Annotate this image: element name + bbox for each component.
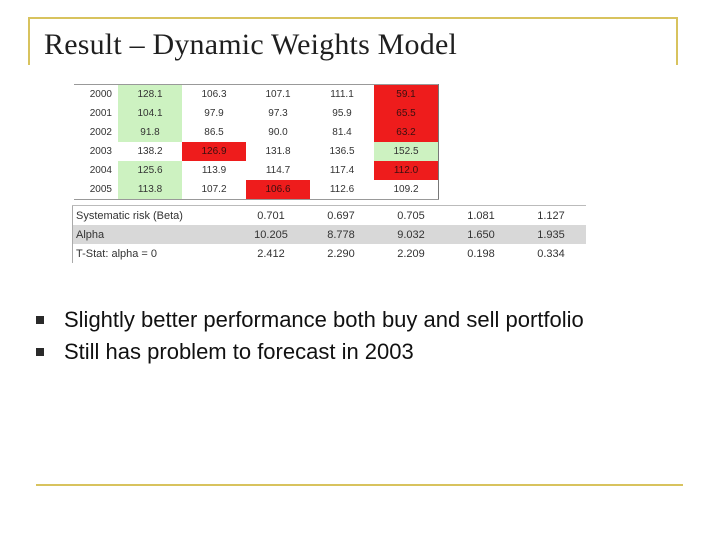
- table-row: 2003 138.2 126.9 131.8 136.5 152.5: [74, 142, 439, 161]
- value-cell: 106.3: [182, 84, 246, 104]
- yearly-returns-table: 2000 128.1 106.3 107.1 111.1 59.1 2001 104.1 97.…: [74, 84, 439, 200]
- stat-label: T-Stat: alpha = 0: [72, 244, 236, 263]
- value-cell: 111.1: [310, 84, 374, 104]
- value-cell: 104.1: [118, 104, 182, 123]
- slide-title: Result – Dynamic Weights Model: [44, 28, 457, 61]
- value-cell: 113.9: [201, 165, 227, 176]
- value-cell: 128.1: [118, 84, 182, 104]
- bullet-text: Slightly better performance both buy and…: [64, 307, 584, 332]
- table-row: 2002 91.8 86.5 90.0 81.4 63.2: [74, 123, 439, 142]
- stats-row: T-Stat: alpha = 0 2.412 2.290 2.209 0.198 0.3…: [72, 244, 587, 263]
- value-cell: 107.2: [182, 180, 246, 200]
- value-cell: 59.1: [374, 84, 439, 104]
- year-cell: 2005: [74, 180, 118, 200]
- stats-row: Alpha 10.205 8.778 9.032 1.650 1.935: [72, 225, 586, 244]
- value-cell: 65.5: [374, 104, 439, 123]
- stat-label: Systematic risk (Beta): [72, 205, 236, 225]
- stat-label: Alpha: [72, 225, 236, 244]
- square-bullet-icon: [36, 316, 44, 324]
- stat-value: 2.412: [257, 247, 285, 260]
- stat-value: 0.705: [376, 205, 446, 225]
- value-cell: 131.8: [265, 146, 291, 157]
- year-cell: 2003: [74, 142, 118, 161]
- stat-value: 8.778: [306, 225, 376, 244]
- stat-value: 0.198: [467, 247, 495, 260]
- value-cell: 97.3: [268, 108, 288, 119]
- value-cell: 136.5: [329, 146, 355, 157]
- stat-value: 0.334: [537, 247, 565, 260]
- stat-value: 1.935: [516, 225, 586, 244]
- stat-value: 0.697: [306, 205, 376, 225]
- value-cell: 112.0: [374, 161, 439, 180]
- value-cell: 63.2: [374, 123, 439, 142]
- value-cell: 125.6: [118, 161, 182, 180]
- value-cell: 126.9: [182, 142, 246, 161]
- value-cell: 106.6: [246, 180, 310, 200]
- value-cell: 97.9: [204, 108, 224, 119]
- value-cell: 81.4: [332, 127, 352, 138]
- bullet-item: Still has problem to forecast in 2003: [36, 338, 636, 365]
- frame-left-line: [28, 17, 30, 65]
- frame-right-line: [676, 17, 678, 65]
- value-cell: 109.2: [374, 180, 439, 200]
- yearly-returns-body: 2000 128.1 106.3 107.1 111.1 59.1 2001 104.1 97.…: [74, 84, 439, 200]
- square-bullet-icon: [36, 348, 44, 356]
- stat-value: 2.209: [397, 247, 425, 260]
- frame-top-line: [28, 17, 678, 19]
- stat-value: 1.650: [446, 225, 516, 244]
- year-cell: 2001: [74, 104, 118, 123]
- bullet-list: Slightly better performance both buy and…: [36, 306, 636, 370]
- value-cell: 90.0: [268, 127, 288, 138]
- stat-value: 10.205: [236, 225, 306, 244]
- table-row: 2000 128.1 106.3 107.1 111.1 59.1: [74, 84, 439, 104]
- value-cell: 107.1: [246, 84, 310, 104]
- stat-value: 2.290: [327, 247, 355, 260]
- stat-value: 1.127: [516, 205, 586, 225]
- value-cell: 112.6: [310, 180, 374, 200]
- value-cell: 91.8: [118, 123, 182, 142]
- risk-stats-table: Systematic risk (Beta) 0.701 0.697 0.705 1.0…: [72, 205, 586, 263]
- year-cell: 2000: [74, 84, 118, 104]
- risk-stats-body: Systematic risk (Beta) 0.701 0.697 0.705 1.0…: [72, 205, 587, 263]
- value-cell: 117.4: [329, 165, 355, 176]
- stat-value: 1.081: [446, 205, 516, 225]
- year-cell: 2004: [74, 161, 118, 180]
- table-row: 2005 113.8 107.2 106.6 112.6 109.2: [74, 180, 439, 200]
- year-cell: 2002: [74, 123, 118, 142]
- bullet-text: Still has problem to forecast in 2003: [64, 339, 414, 364]
- value-cell: 95.9: [332, 108, 352, 119]
- value-cell: 138.2: [137, 146, 163, 157]
- value-cell: 86.5: [204, 127, 224, 138]
- stats-row: Systematic risk (Beta) 0.701 0.697 0.705 1.0…: [72, 205, 586, 225]
- value-cell: 152.5: [374, 142, 439, 161]
- value-cell: 113.8: [118, 180, 182, 200]
- table-row: 2004 125.6 113.9 114.7 117.4 112.0: [74, 161, 439, 180]
- table-row: 2001 104.1 97.9 97.3 95.9 65.5: [74, 104, 439, 123]
- frame-bottom-line: [36, 484, 683, 486]
- value-cell: 114.7: [265, 165, 291, 176]
- stat-value: 0.701: [236, 205, 306, 225]
- bullet-item: Slightly better performance both buy and…: [36, 306, 636, 333]
- stat-value: 9.032: [376, 225, 446, 244]
